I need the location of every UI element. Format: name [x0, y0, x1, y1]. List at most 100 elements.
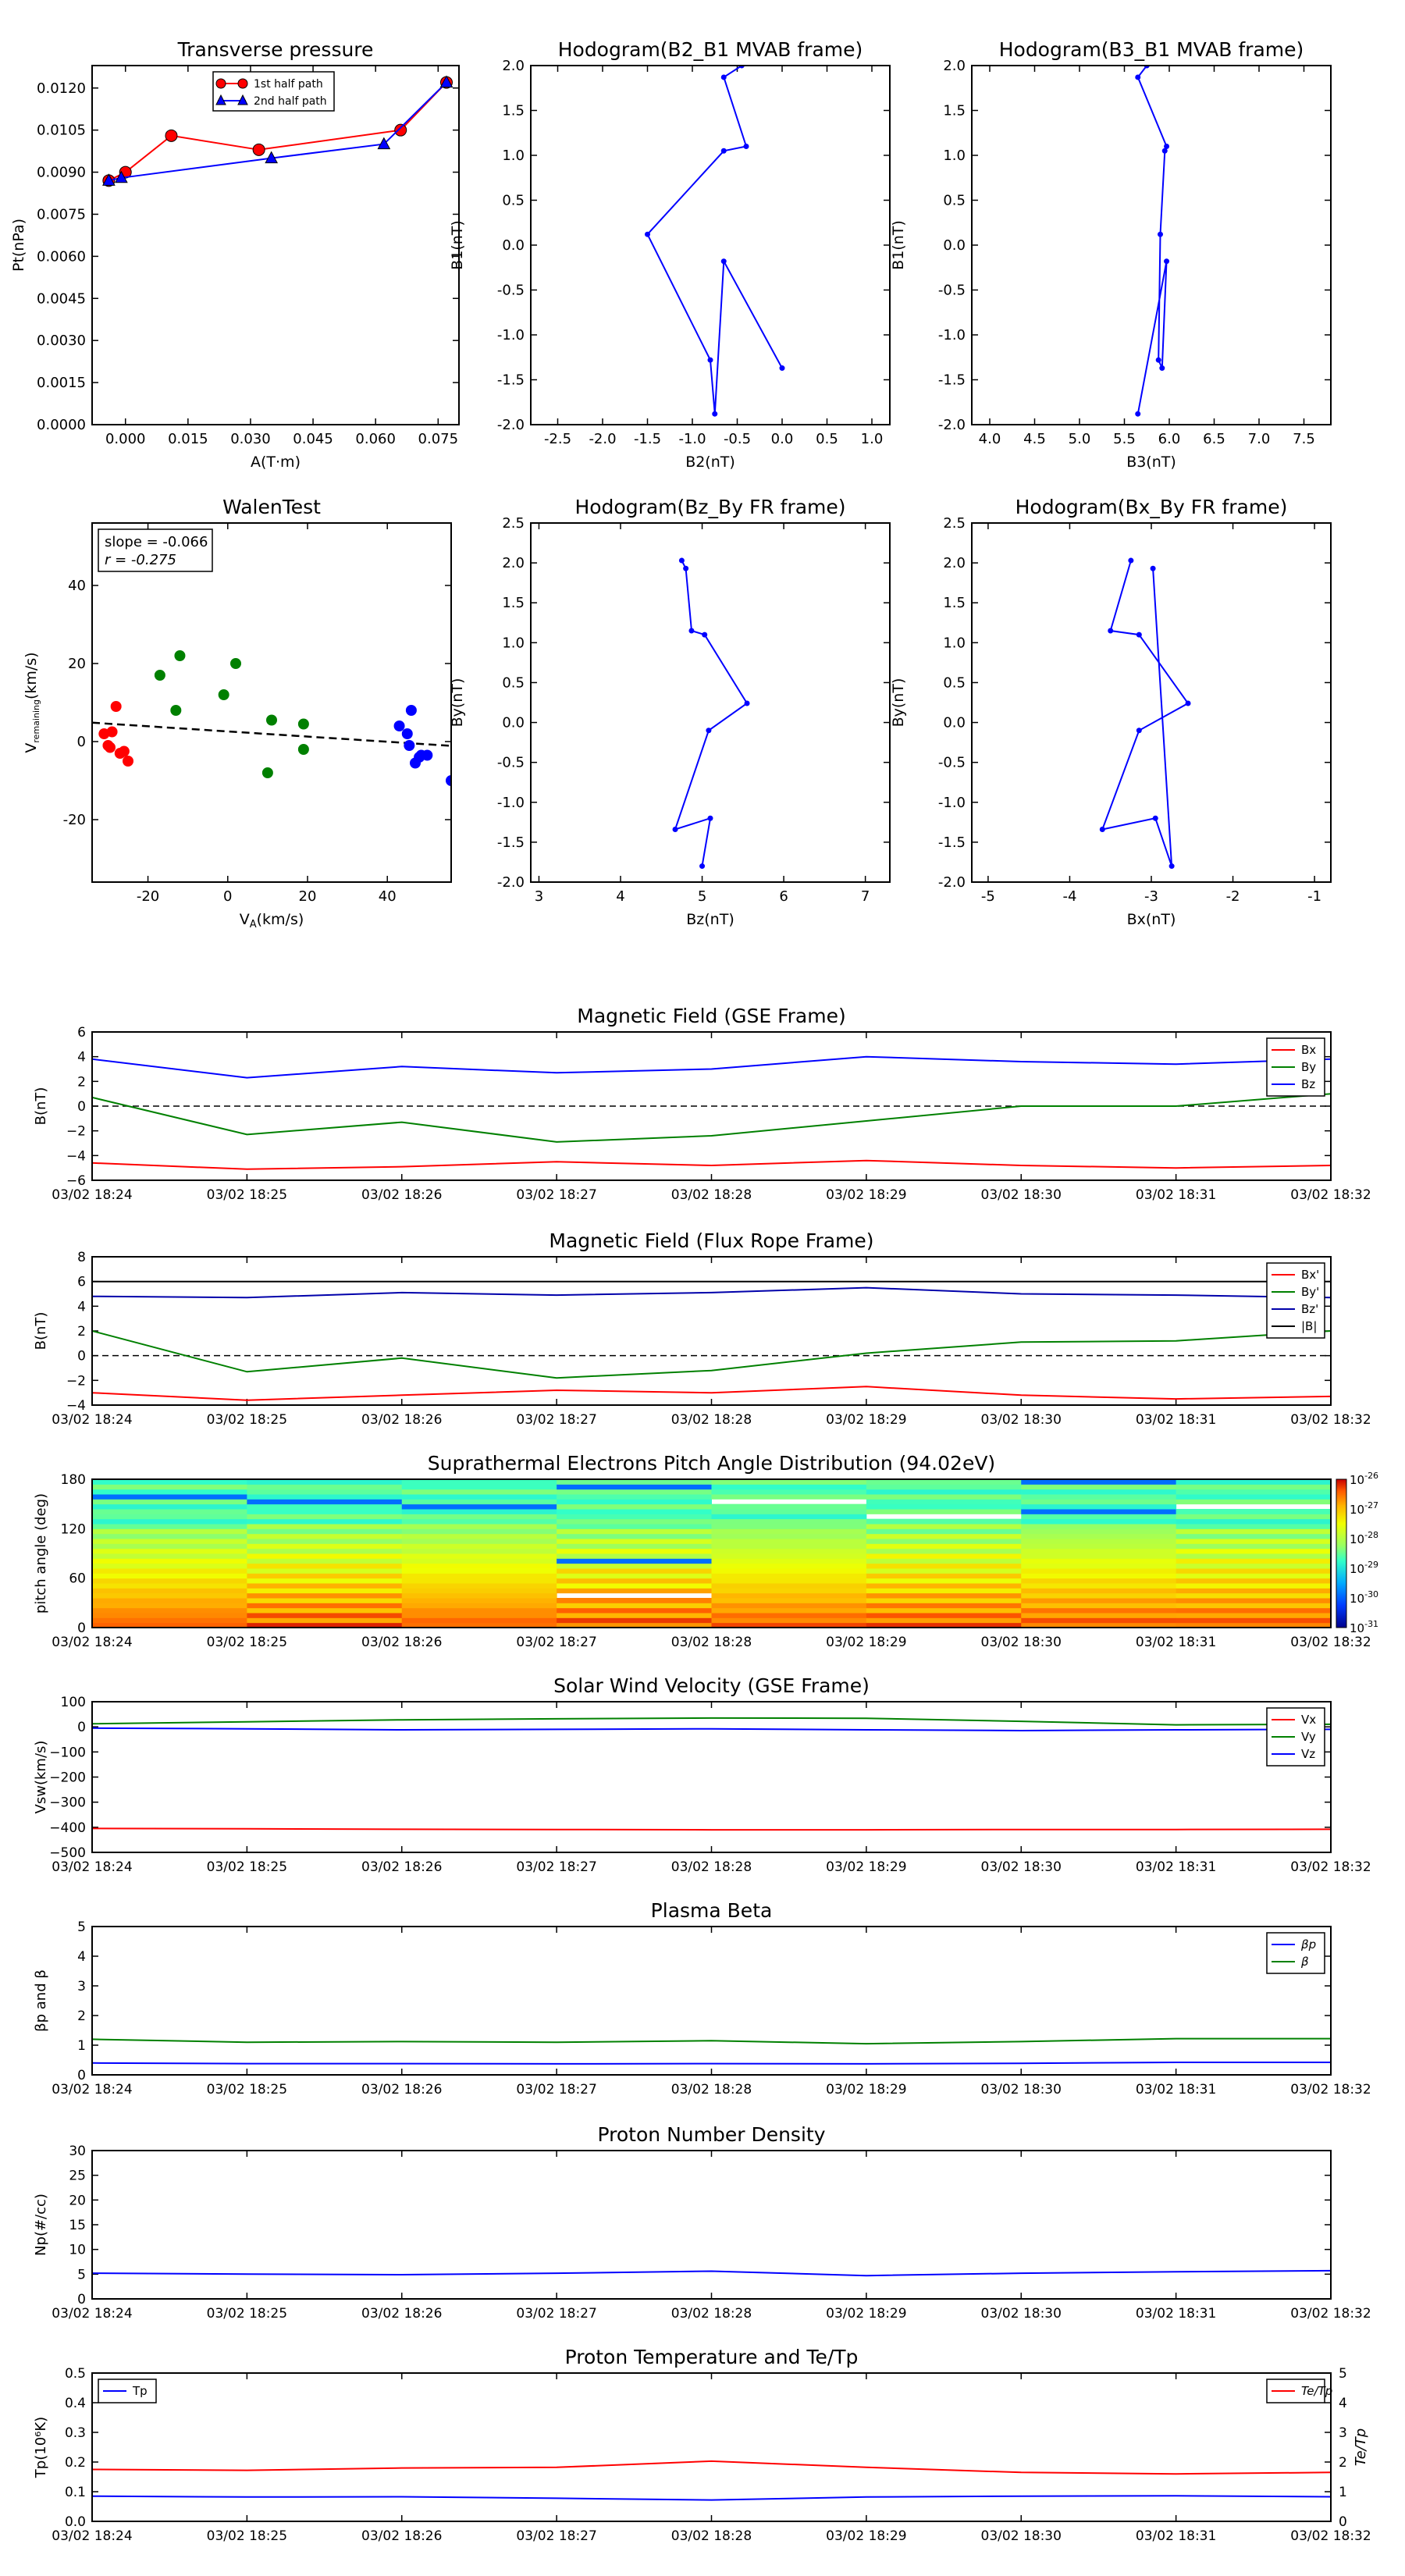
heatmap-cell [247, 1607, 403, 1614]
colorbar-tick-exponent: -27 [1364, 1500, 1378, 1510]
heatmap-cell [1021, 1583, 1177, 1589]
marker-point [1128, 557, 1134, 564]
heatmap-cell [1021, 1603, 1177, 1609]
y-tick-label: 0.5 [502, 674, 525, 691]
time-tick-label: 03/02 18:29 [826, 1859, 906, 1875]
colorbar-tick-exponent: -26 [1364, 1471, 1378, 1481]
marker-point [779, 365, 785, 372]
heatmap-cell [557, 1573, 712, 1579]
heatmap-cell [247, 1499, 403, 1505]
heatmap-cell [1176, 1479, 1332, 1485]
time-tick-label: 03/02 18:32 [1290, 1859, 1371, 1875]
time-tick-label: 03/02 18:31 [1136, 1187, 1216, 1203]
marker-point [1136, 728, 1142, 734]
y-axis-label: Vsw(km/s) [33, 1741, 49, 1814]
heatmap-cell [247, 1617, 403, 1624]
y2-tick-label: 3 [1339, 2425, 1347, 2441]
scatter-point [105, 742, 116, 753]
y-tick-label: -2.0 [497, 417, 525, 433]
heatmap-cell [1176, 1539, 1332, 1544]
heatmap-cell [92, 1479, 247, 1485]
heatmap-cell [1176, 1622, 1332, 1628]
x-tick-label: -1 [1307, 888, 1321, 905]
heatmap-cell [1021, 1484, 1177, 1490]
y-tick-label: -1.0 [497, 795, 525, 811]
heatmap-cell [1176, 1598, 1332, 1603]
x-tick-label: -5 [981, 888, 995, 905]
heatmap-cell [92, 1484, 247, 1490]
time-tick-label: 03/02 18:31 [1136, 2306, 1216, 2322]
y-tick-label: 1.5 [502, 103, 525, 119]
heatmap-cell [557, 1514, 712, 1520]
panel-hodo_bxby: Hodogram(Bx_By FR frame) -5 -4 -3 -2 -1 -2.0 -1… [890, 496, 1332, 928]
series-line [1101, 560, 1190, 866]
y2-tick-label: 2 [1339, 2455, 1347, 2471]
y-tick-label: 0.0075 [37, 206, 86, 222]
y-tick-label: 8 [77, 1250, 86, 1265]
legend-frame [212, 71, 335, 112]
series-line [1136, 66, 1168, 415]
y2-tick-label: 5 [1339, 2366, 1347, 2382]
marker-point [1164, 144, 1170, 149]
heatmap-cell [247, 1583, 403, 1589]
heatmap-cell [401, 1573, 557, 1579]
heatmap-cell [401, 1578, 557, 1584]
time-tick-label: 03/02 18:28 [671, 1635, 752, 1650]
heatmap-cell [92, 1494, 247, 1500]
series-line [92, 1286, 1331, 1299]
series-line [92, 1727, 1331, 1732]
y-tick-label: 0 [77, 2068, 86, 2083]
heatmap-cell [711, 1617, 867, 1624]
chart-title: Hodogram(B2_B1 MVAB frame) [558, 38, 863, 61]
heatmap-cell [1176, 1617, 1332, 1624]
heatmap-cell [866, 1543, 1022, 1550]
y-tick-label: 0.0 [65, 2514, 86, 2530]
heatmap-cell [401, 1607, 557, 1614]
y-tick-label: 1 [77, 2038, 86, 2054]
y-tick-label: 0.5 [502, 193, 525, 209]
y2-tick-label: 0 [1339, 2514, 1347, 2530]
heatmap-cell [866, 1568, 1022, 1574]
x-axis-label: Bz(nT) [686, 911, 734, 928]
legend-label: Bz [1301, 1077, 1315, 1091]
y-axis-label: βp and β [33, 1969, 49, 2032]
y-tick-label: -1.0 [938, 795, 966, 811]
legend: Vx Vy Vz [1266, 1707, 1325, 1767]
heatmap-cell [1021, 1509, 1177, 1514]
x-axis-label: B2(nT) [685, 454, 735, 471]
heatmap-cell [247, 1563, 403, 1569]
heatmap-cell [1021, 1563, 1177, 1569]
marker-point [678, 557, 685, 564]
plot-frame [91, 1031, 1332, 1181]
heatmap-cell [92, 1617, 247, 1624]
y-tick-label: 2.5 [502, 515, 525, 532]
time-tick-label: 03/02 18:24 [52, 2528, 132, 2544]
plot-frame [91, 1256, 1332, 1406]
heatmap-cell [1176, 1613, 1332, 1618]
heatmap-cell [1021, 1499, 1177, 1505]
chart-title: Hodogram(B3_B1 MVAB frame) [999, 38, 1304, 61]
heatmap-cell [92, 1528, 247, 1535]
colorbar-tick-exponent: -30 [1364, 1589, 1378, 1599]
heatmap-cell [401, 1484, 557, 1490]
heatmap-cell [711, 1524, 867, 1529]
legend-label: 1st half path [254, 78, 323, 91]
heatmap-cell [1176, 1592, 1332, 1599]
y-tick-label: 0.0000 [37, 417, 86, 433]
y-tick-label: 0.5 [65, 2366, 86, 2382]
marker-point [688, 628, 695, 634]
heatmap-cell [401, 1509, 557, 1514]
marker-point [699, 863, 706, 870]
heatmap-cell [401, 1598, 557, 1603]
annotation-r: r = -0.275 [105, 552, 176, 568]
time-tick-label: 03/02 18:26 [361, 1635, 442, 1650]
heatmap-cell [247, 1548, 403, 1554]
heatmap-cell [1176, 1603, 1332, 1609]
x-tick-label: 0 [223, 888, 232, 905]
y-tick-label: 2.5 [943, 515, 966, 532]
heatmap-cell [247, 1528, 403, 1535]
y-tick-label: 0.5 [943, 674, 966, 691]
x-axis-label: Bx(nT) [1127, 911, 1176, 928]
heatmap-cell [1021, 1558, 1177, 1564]
heatmap-cell [401, 1543, 557, 1550]
